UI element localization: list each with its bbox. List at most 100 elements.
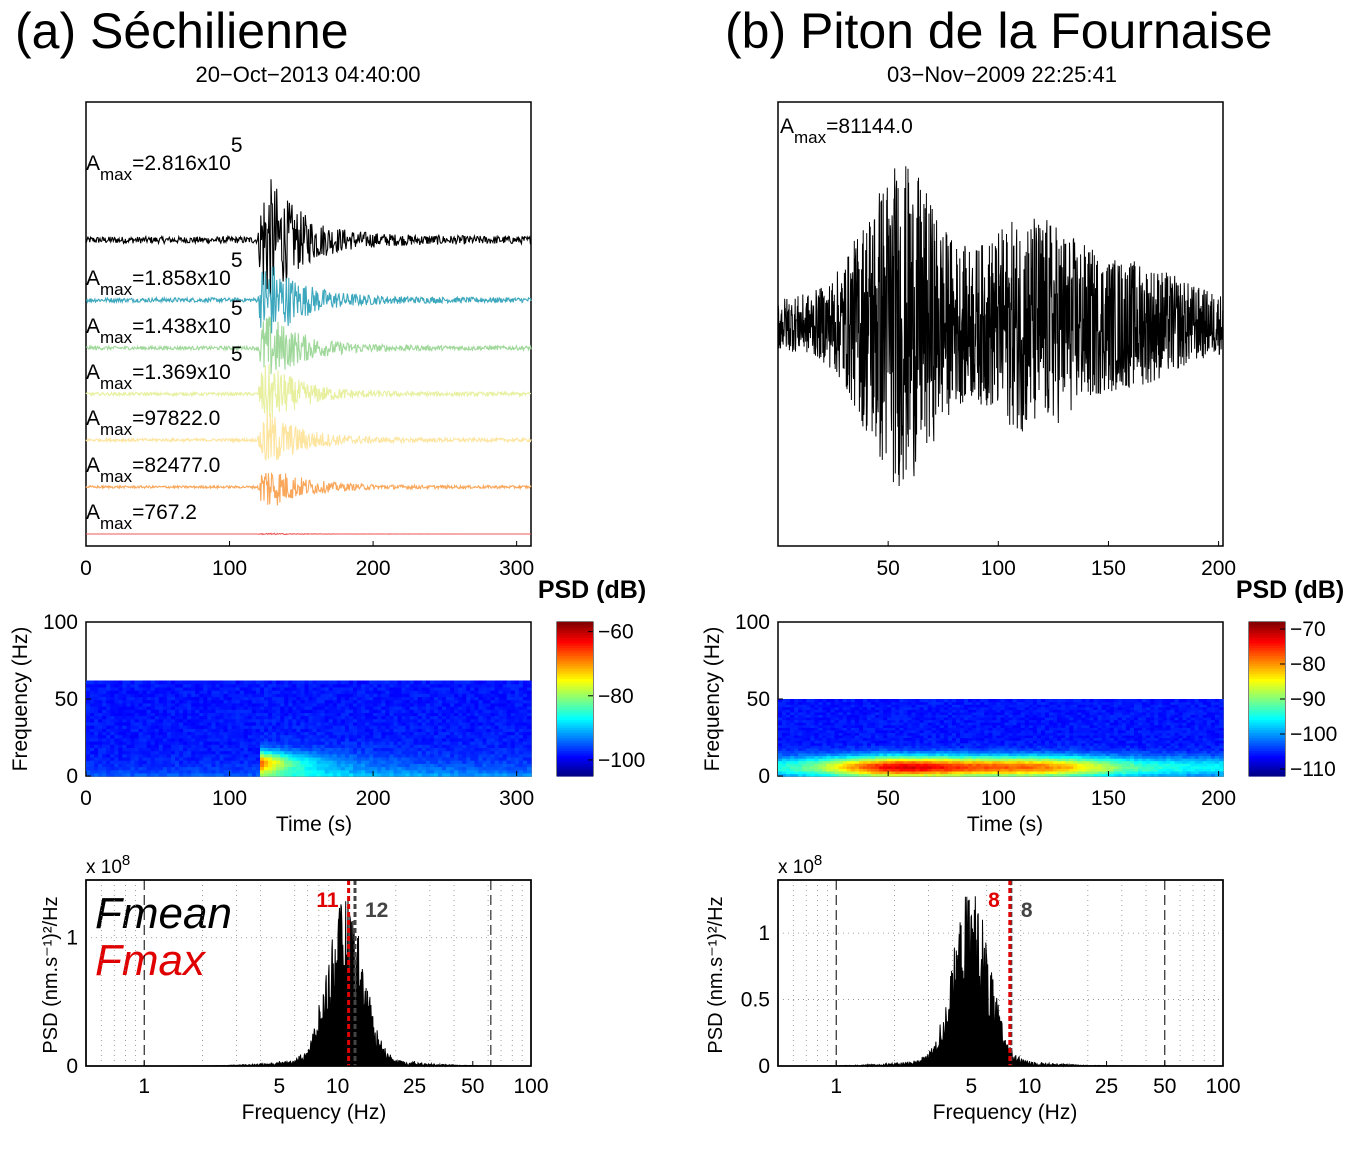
spectrogram-cell [216,681,221,685]
spectrogram-cell [936,699,941,702]
spectrogram-cell [814,699,819,702]
spectrogram-cell [365,681,370,685]
spectrogram-cell [924,699,929,702]
spectrogram-cell [843,699,848,702]
spectrogram-cell [280,681,285,685]
spectrogram-cell [167,681,172,685]
spectrogram-cell [122,681,127,685]
spectrogram-cell [224,681,229,685]
spectrogram-cell [337,681,342,685]
spectrogram-cell [373,681,378,685]
spectrogram-cell [236,681,241,685]
panel-b-date: 03−Nov−2009 22:25:41 [887,62,1117,87]
spectrogram-cell [268,681,273,685]
panel-a-psd-xlabel: Frequency (Hz) [242,1101,387,1124]
spectrogram-cell [131,681,136,685]
spectrogram-cell [908,699,913,702]
spectrogram-cell [211,681,216,685]
spectrogram-cell [317,681,322,685]
panel-b-spectrogram [778,622,1285,777]
spectrogram-cell [118,681,123,685]
spectrogram-cell [487,681,492,685]
spectrogram-cell [426,681,431,685]
spectrogram-cell [195,681,200,685]
seismogram-trace [778,166,1223,486]
amax-label: Amax=2.816x105 [86,134,243,184]
spectrogram-cell [972,699,977,702]
spectrogram-cell [349,681,354,685]
amax-label: Amax=81144.0 [780,115,913,147]
spectrogram-cell [802,699,807,702]
spectrogram-cell [114,681,119,685]
spectrogram-cell [410,681,415,685]
spectrogram-cell [912,699,917,702]
spectrogram-cell [855,699,860,702]
panel-a-psd-exponent: x 108 [86,852,130,878]
spectrogram-cell [835,699,840,702]
spectrogram-cell [790,699,795,702]
spectrogram-cell [523,681,528,685]
spectrogram-cell [284,681,289,685]
spectrogram-cell [527,681,532,685]
amax-label: Amax=97822.0 [86,407,220,439]
legend-fmax: Fmax [95,936,207,985]
panel-b-psd-xlabel: Frequency (Hz) [933,1101,1078,1124]
spectrogram-cell [980,699,985,702]
spectrogram-cell [442,681,447,685]
spectrogram-cell [503,681,508,685]
spectrogram-cell [98,681,103,685]
amax-label: Amax=1.858x105 [86,249,243,299]
spectrogram-cell [288,681,293,685]
panel-b-spectrogram-xlabel: Time (s) [967,813,1043,836]
spectrogram-cell [300,681,305,685]
spectrogram-cell [940,699,945,702]
spectrogram-cell [313,681,318,685]
spectrogram-cell [871,699,876,702]
spectrogram-cell [406,681,411,685]
spectrogram-cell [151,681,156,685]
spectrogram-cell [272,681,277,685]
spectrogram-cell [430,681,435,685]
spectrogram-cell [968,699,973,702]
spectrogram-cell [454,681,459,685]
spectrogram-cell [345,681,350,685]
spectrogram-cell [369,681,374,685]
panel-a-psd-ylabel: PSD (nm.s⁻¹)²/Hz [40,896,62,1053]
spectrogram-cell [956,699,961,702]
amax-label: Amax=82477.0 [86,454,220,486]
spectrogram-cell [483,681,488,685]
spectrogram-cell [948,699,953,702]
spectrogram-cell [466,681,471,685]
spectrogram-cell [252,681,257,685]
spectrogram-cell [171,681,176,685]
spectrogram-cell [102,681,107,685]
spectrogram-cell [325,681,330,685]
colorbar-segment [557,622,593,625]
spectrogram-cell [450,681,455,685]
panel-a-title: (a) Séchilienne [15,3,349,59]
spectrogram-cell [357,681,362,685]
spectrogram-cell [163,681,168,685]
spectrogram-cell [414,681,419,685]
amax-label: Amax=767.2 [86,501,197,533]
spectrogram-cell [976,699,981,702]
spectrogram-cell [883,699,888,702]
spectrogram-cell [478,681,483,685]
spectrogram-cell [515,681,520,685]
spectrogram-cell [191,681,196,685]
spectrogram-cell [932,699,937,702]
spectrogram-cell [867,699,872,702]
spectrogram-cell [495,681,500,685]
spectrogram-cell [895,699,900,702]
panel-a-seismogram: Amax=2.816x105Amax=1.858x105Amax=1.438x1… [86,134,531,546]
spectrogram-cell [944,699,949,702]
spectrogram-cell [446,681,451,685]
spectrogram-cell [499,681,504,685]
panel-a-spectrogram [86,622,593,777]
spectrogram-cell [329,681,334,685]
spectrogram-cell [309,681,314,685]
spectrogram-cell [86,681,91,685]
spectrogram-cell [106,681,111,685]
spectrogram-cell [381,681,386,685]
spectrogram-cell [203,681,208,685]
